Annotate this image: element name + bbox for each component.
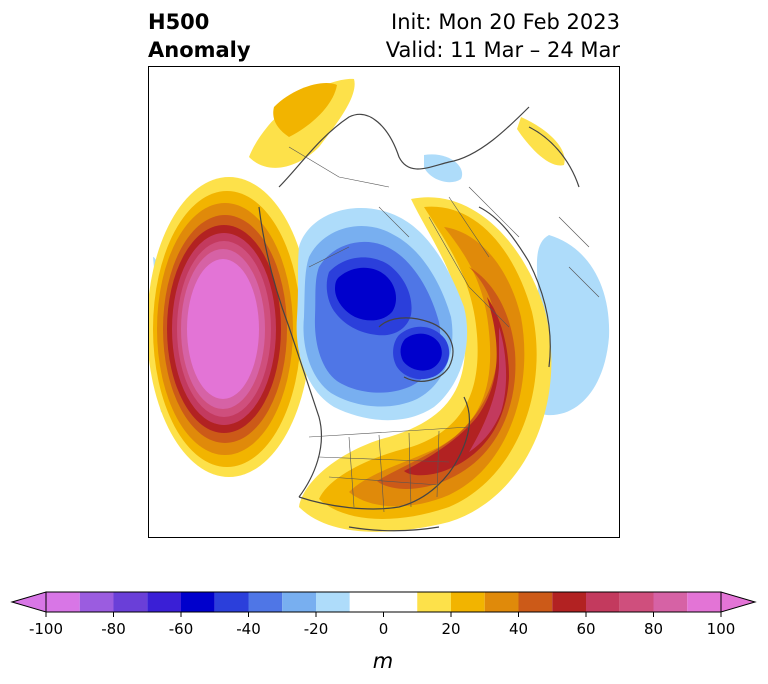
colorbar-tick-label: 60	[576, 620, 595, 638]
colorbar-tick-label: -20	[304, 620, 329, 638]
colorbar-tick-label: 100	[707, 620, 736, 638]
colorbar-ticks: -100 -80 -60 -40 -20 0 20 40 60 80 100	[29, 612, 735, 638]
contour-negative-arctic-small	[424, 154, 463, 183]
colorbar-over-arrow	[720, 591, 757, 613]
contour-pos-pacific-9	[187, 259, 259, 399]
colorbar-segment	[586, 592, 620, 612]
colorbar-segment	[687, 592, 721, 612]
colorbar-tick-label: 0	[379, 620, 389, 638]
colorbar-segment	[282, 592, 316, 612]
init-date: Init: Mon 20 Feb 2023	[391, 10, 620, 34]
contour-pos-europe-small	[517, 117, 565, 166]
colorbar-tick-label: -40	[236, 620, 261, 638]
map-svg	[149, 78, 610, 532]
colorbar-tick-label: -100	[29, 620, 63, 638]
colorbar-tick-label: -60	[169, 620, 194, 638]
colorbar-segment	[46, 592, 80, 612]
colorbar-tick-label: 40	[509, 620, 528, 638]
colorbar-segment	[484, 592, 519, 612]
contour-neg-7	[400, 333, 442, 371]
colorbar-segment	[316, 592, 350, 612]
colorbar: -100 -80 -60 -40 -20 0 20 40 60 80 100 m	[10, 591, 757, 673]
coastlines	[258, 106, 580, 532]
colorbar-segment	[79, 592, 114, 612]
variable-name: H500	[148, 10, 210, 34]
title-right: Init: Mon 20 Feb 2023 Valid: 11 Mar – 24…	[386, 8, 620, 64]
valid-range: Valid: 11 Mar – 24 Mar	[385, 38, 620, 62]
colorbar-segment	[619, 592, 654, 612]
contour-pos-arc-6	[469, 327, 507, 452]
colorbar-tick-label: 80	[644, 620, 663, 638]
colorbar-tick-label: -80	[101, 620, 126, 638]
contour-neg-5	[335, 267, 397, 321]
anomaly-map	[148, 66, 620, 538]
colorbar-segment	[214, 592, 249, 612]
colorbar-label: m	[373, 649, 393, 673]
colorbar-segment	[451, 592, 485, 612]
colorbar-segment	[653, 592, 688, 612]
political-borders	[288, 146, 600, 513]
colorbar-segment	[248, 592, 283, 612]
colorbar-segment	[518, 592, 553, 612]
colorbar-segment	[349, 592, 418, 612]
colorbar-segment	[147, 592, 181, 612]
colorbar-segment	[552, 592, 586, 612]
colorbar-segments	[46, 592, 721, 612]
colorbar-segment	[113, 592, 148, 612]
colorbar-segment	[181, 592, 215, 612]
variable-type: Anomaly	[148, 38, 251, 62]
colorbar-segment	[417, 592, 451, 612]
contour-pos-greenland-inner	[273, 83, 337, 137]
title-left: H500 Anomaly	[148, 8, 251, 64]
colorbar-tick-label: 20	[441, 620, 460, 638]
colorbar-under-arrow	[10, 591, 47, 613]
